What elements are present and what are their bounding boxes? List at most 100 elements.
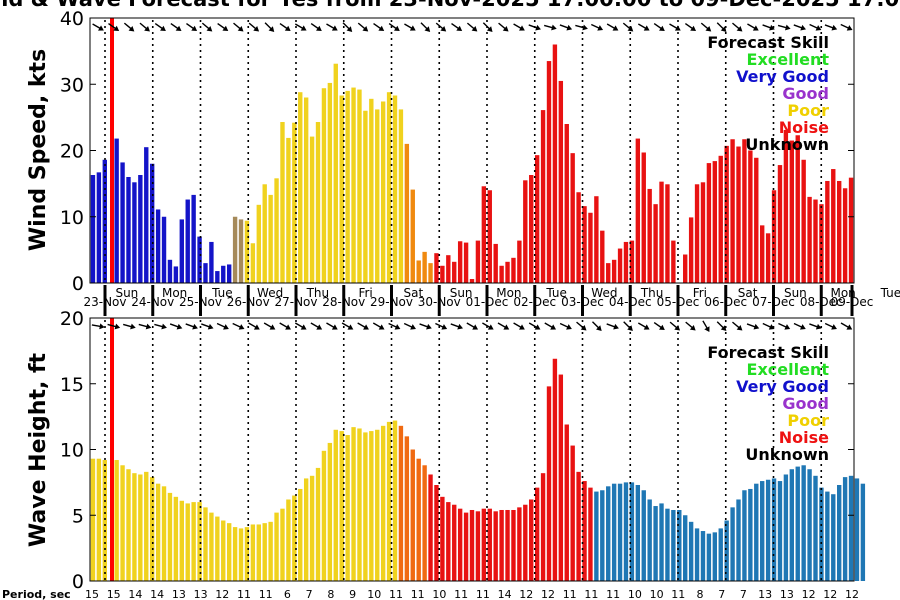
wind-bar <box>789 140 794 283</box>
wind-ytick-label: 10 <box>60 207 84 229</box>
wind-bar <box>487 190 492 283</box>
period-value: 13 <box>194 588 208 600</box>
wave-bar <box>523 504 528 581</box>
wave-ylabel: Wave Height, ft <box>26 352 51 547</box>
day-separator <box>246 285 250 316</box>
wave-bar <box>742 490 747 581</box>
period-value: 11 <box>411 588 425 600</box>
period-value: 11 <box>476 588 490 600</box>
wind-bar <box>138 175 143 283</box>
wave-bar <box>517 507 522 581</box>
weekday-label: Sat <box>404 286 424 300</box>
wind-arrow <box>435 22 447 32</box>
wave-ytick-label: 0 <box>72 571 84 593</box>
wave-bar <box>179 500 184 581</box>
weekday-label: Mon <box>830 286 855 300</box>
wave-bar <box>760 481 765 581</box>
day-separator <box>772 285 775 316</box>
wave-arrow <box>513 322 525 330</box>
wind-bar <box>203 263 208 284</box>
wave-arrow <box>419 323 432 330</box>
wind-arrow <box>482 22 493 32</box>
weekday-label: Mon <box>496 286 521 300</box>
wind-bar <box>570 153 575 283</box>
legend-item: Excellent <box>747 50 830 69</box>
day-separator <box>342 285 346 316</box>
wave-bar <box>724 520 729 581</box>
wind-bar <box>268 194 273 283</box>
weekday-label: Thu <box>306 286 330 300</box>
wind-arrow <box>139 22 150 32</box>
period-value: 10 <box>432 588 446 600</box>
wind-arrow <box>606 23 619 31</box>
wind-bar <box>120 162 125 283</box>
wave-bar <box>854 478 860 581</box>
wave-arrow <box>559 322 572 330</box>
wind-arrow <box>747 23 759 31</box>
wind-bar <box>540 110 546 283</box>
wave-arrow <box>185 323 198 330</box>
wave-bar <box>718 528 723 581</box>
wave-arrow <box>528 322 541 330</box>
wind-bar <box>617 248 623 283</box>
day-separator <box>819 285 823 316</box>
wave-bar <box>534 487 540 581</box>
wind-bar <box>262 184 267 283</box>
wind-ytick-label: 30 <box>60 74 84 96</box>
wind-bar <box>155 209 161 283</box>
wave-bar <box>819 487 824 581</box>
wave-arrow <box>623 321 633 331</box>
wave-bar <box>582 481 587 581</box>
period-value: 12 <box>541 588 555 600</box>
period-values: 15 15 14 14 13 13 12 11 11 6 7 8 9 10 11 11 10 11 11 14 12 12… <box>85 588 859 600</box>
wave-arrow <box>793 322 806 330</box>
wind-bar <box>244 220 250 283</box>
period-value: 9 <box>349 588 356 600</box>
wind-bar <box>457 241 463 283</box>
wave-bar <box>641 490 646 581</box>
wind-bar <box>594 196 599 283</box>
day-separator <box>581 285 584 316</box>
weekday-label: Tue <box>880 286 900 300</box>
period-value: 15 <box>107 588 121 600</box>
wind-ytick-label: 0 <box>72 273 84 295</box>
wave-arrow <box>279 322 291 330</box>
wave-direction-arrows <box>91 320 853 333</box>
wind-bar <box>629 240 635 283</box>
wind-bar <box>132 182 137 283</box>
wave-bar <box>363 432 368 581</box>
wind-bar <box>339 95 344 283</box>
wind-bar <box>659 181 664 283</box>
wave-bar <box>149 477 155 581</box>
wind-arrow <box>684 22 697 32</box>
wave-bar <box>842 477 848 581</box>
wind-arrow <box>590 23 604 31</box>
period-value: 6 <box>284 588 291 600</box>
wave-bar <box>730 507 735 581</box>
wave-bar <box>771 478 777 581</box>
period-value: 13 <box>172 588 186 600</box>
wind-bar <box>375 109 380 283</box>
wave-arrow <box>591 321 602 331</box>
wave-arrow <box>576 321 587 331</box>
wind-bar <box>167 259 173 283</box>
period-value: 7 <box>306 588 313 600</box>
wind-bar <box>434 253 439 283</box>
weekday-label: Tue <box>211 286 233 300</box>
wind-arrow <box>186 22 198 32</box>
wind-bar <box>499 265 504 283</box>
day-separator <box>103 285 107 316</box>
wind-bar <box>232 216 238 283</box>
wind-bar <box>440 265 445 283</box>
wave-bar <box>647 499 652 581</box>
wind-bar <box>665 184 670 283</box>
wave-arrow <box>732 321 743 331</box>
wave-bar <box>813 475 818 581</box>
wave-bar <box>327 442 333 581</box>
wave-arrow <box>497 322 510 330</box>
wave-bar <box>765 479 771 581</box>
period-value: 7 <box>718 588 725 600</box>
weekday-label: Sun <box>450 286 473 300</box>
wave-arrow <box>107 323 121 330</box>
wave-bar <box>546 386 552 581</box>
